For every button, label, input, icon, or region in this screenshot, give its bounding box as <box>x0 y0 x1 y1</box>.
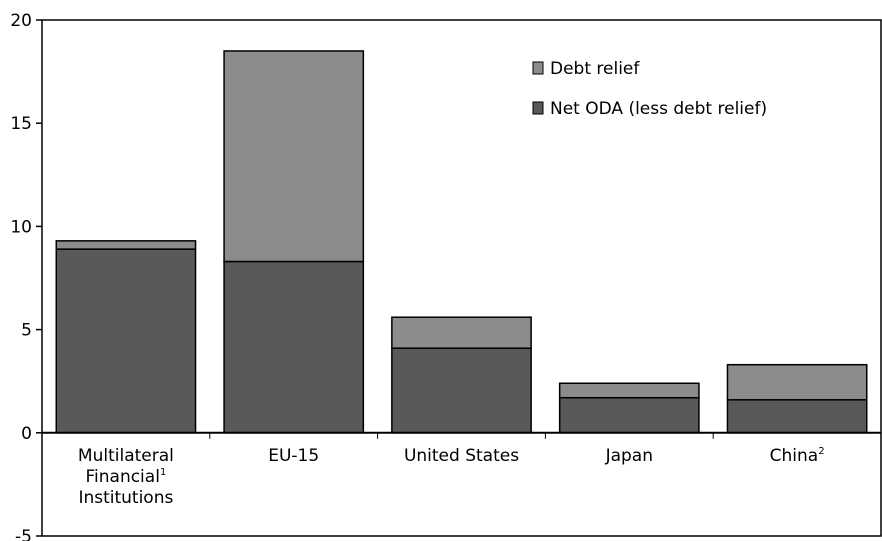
legend-swatch-debt-relief <box>532 61 544 75</box>
bar-china-net-oda-less-debt-relief <box>726 399 868 434</box>
category-label: Financial1 <box>85 467 166 487</box>
bar-multilateral-financial-institutions-debt-relief <box>55 240 197 250</box>
category-label: Multilateral <box>78 446 174 466</box>
bar-multilateral-financial-institutions-net-oda-less-debt-relief <box>55 248 197 434</box>
bar-japan-debt-relief <box>558 382 700 399</box>
legend-label-net-oda-less-debt-relief: Net ODA (less debt relief) <box>550 99 767 119</box>
legend: Debt relief Net ODA (less debt relief) <box>532 59 767 119</box>
category-label: EU-15 <box>268 446 319 466</box>
category-label: United States <box>404 446 519 466</box>
bar-eu-15-net-oda-less-debt-relief <box>223 260 365 434</box>
category-label: Institutions <box>78 488 173 508</box>
bars <box>55 50 868 434</box>
category-label: Japan <box>605 446 653 466</box>
y-axis: -5 0 5 10 15 20 <box>10 11 42 541</box>
y-tick-label: -5 <box>15 527 32 541</box>
category-label: China2 <box>770 446 825 466</box>
bar-eu-15-debt-relief <box>223 50 365 263</box>
bar-united-states-debt-relief <box>391 316 532 349</box>
bar-china-debt-relief <box>726 363 868 401</box>
y-tick-label: 0 <box>21 424 32 444</box>
y-tick-label: 15 <box>10 114 32 134</box>
legend-label-debt-relief: Debt relief <box>550 59 640 79</box>
plot-area-border <box>41 19 882 537</box>
legend-swatch-net-oda-less-debt-relief <box>532 101 544 115</box>
plot-frame <box>41 19 882 537</box>
y-tick-label: 20 <box>10 11 32 31</box>
bar-japan-net-oda-less-debt-relief <box>558 396 700 434</box>
y-tick-label: 5 <box>21 321 32 341</box>
bar-united-states-net-oda-less-debt-relief <box>391 347 532 434</box>
y-tick-label: 10 <box>10 217 32 237</box>
